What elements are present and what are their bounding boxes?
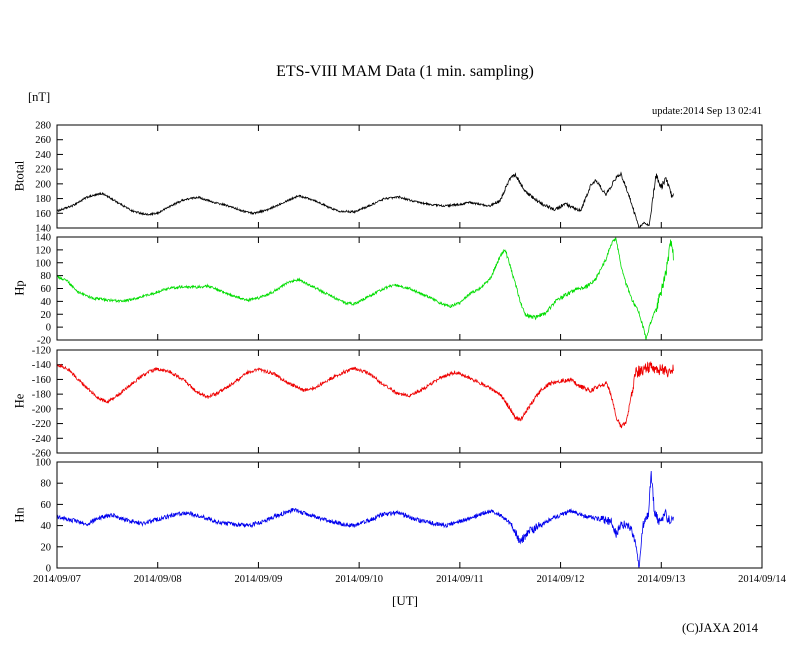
y-tick-label: 180: [35, 194, 51, 205]
update-timestamp: update:2014 Sep 13 02:41: [652, 106, 762, 117]
y-tick-label: -240: [32, 434, 51, 445]
x-tick-label: 2014/09/12: [537, 574, 585, 585]
btotal-series-line: [57, 171, 674, 228]
y-unit-label: [nT]: [28, 90, 51, 104]
y-tick-label: 40: [41, 521, 52, 532]
y-tick-label: -260: [32, 449, 51, 460]
y-tick-label: 120: [35, 245, 51, 256]
y-tick-label: 220: [35, 165, 51, 176]
y-tick-label: 160: [35, 209, 51, 220]
y-tick-label: -220: [32, 419, 51, 430]
y-tick-label: 60: [41, 500, 52, 511]
y-tick-label: 0: [46, 564, 51, 575]
y-tick-label: -120: [32, 346, 51, 357]
y-tick-label: 0: [46, 323, 51, 334]
panel-btotal: 140 160 180 200 220 240 260 280: [35, 121, 763, 235]
panel-box: [56, 461, 763, 569]
x-tick-label: 2014/09/13: [637, 574, 685, 585]
y-tick-label: 40: [41, 297, 52, 308]
y-tick-label: 200: [35, 179, 51, 190]
x-tick-label: 2014/09/09: [235, 574, 283, 585]
chart-title: ETS-VIII MAM Data (1 min. sampling): [276, 63, 534, 80]
y-tick-label: 260: [35, 135, 51, 146]
y-tick-label: -20: [37, 336, 51, 347]
y-tick-label: -140: [32, 360, 51, 371]
y-tick-label: 140: [35, 233, 51, 244]
y-tick-label: 80: [41, 479, 52, 490]
x-axis-label: [UT]: [392, 593, 418, 608]
x-tick-label: 2014/09/10: [335, 574, 383, 585]
x-tick-label: 2014/09/11: [436, 574, 483, 585]
y-tick-label: 280: [35, 121, 51, 132]
x-tick-label: 2014/09/14: [738, 574, 787, 585]
y-tick-label: 20: [41, 310, 52, 321]
panel-box: [56, 124, 763, 229]
y-tick-label: 80: [41, 271, 52, 282]
y-tick-label: -180: [32, 390, 51, 401]
he-series-line: [57, 361, 674, 429]
y-tick-label: 60: [41, 284, 52, 295]
copyright-text: (C)JAXA 2014: [681, 621, 758, 635]
hn-series-line: [57, 470, 674, 568]
y-tick-label: 240: [35, 150, 51, 161]
x-tick-label: 2014/09/07: [33, 574, 81, 585]
y-tick-label: 20: [41, 542, 52, 553]
y-tick-label: 100: [35, 258, 51, 269]
x-tick-label: 2014/09/08: [134, 574, 182, 585]
panel-box: [56, 349, 763, 454]
y-tick-label: -200: [32, 404, 51, 415]
y-tick-label: 140: [35, 224, 51, 235]
panel-he: -260 -240 -220 -200 -180 -160 -140 -120: [32, 346, 763, 460]
y-tick-label: -160: [32, 375, 51, 386]
y-tick-label: 100: [35, 458, 51, 469]
panel-box: [56, 236, 763, 341]
panel-hn: 0 20 40 60 80 100 2014/09/07 2014/09/08 2014/09/…: [33, 458, 787, 586]
hp-series-line: [57, 237, 674, 340]
